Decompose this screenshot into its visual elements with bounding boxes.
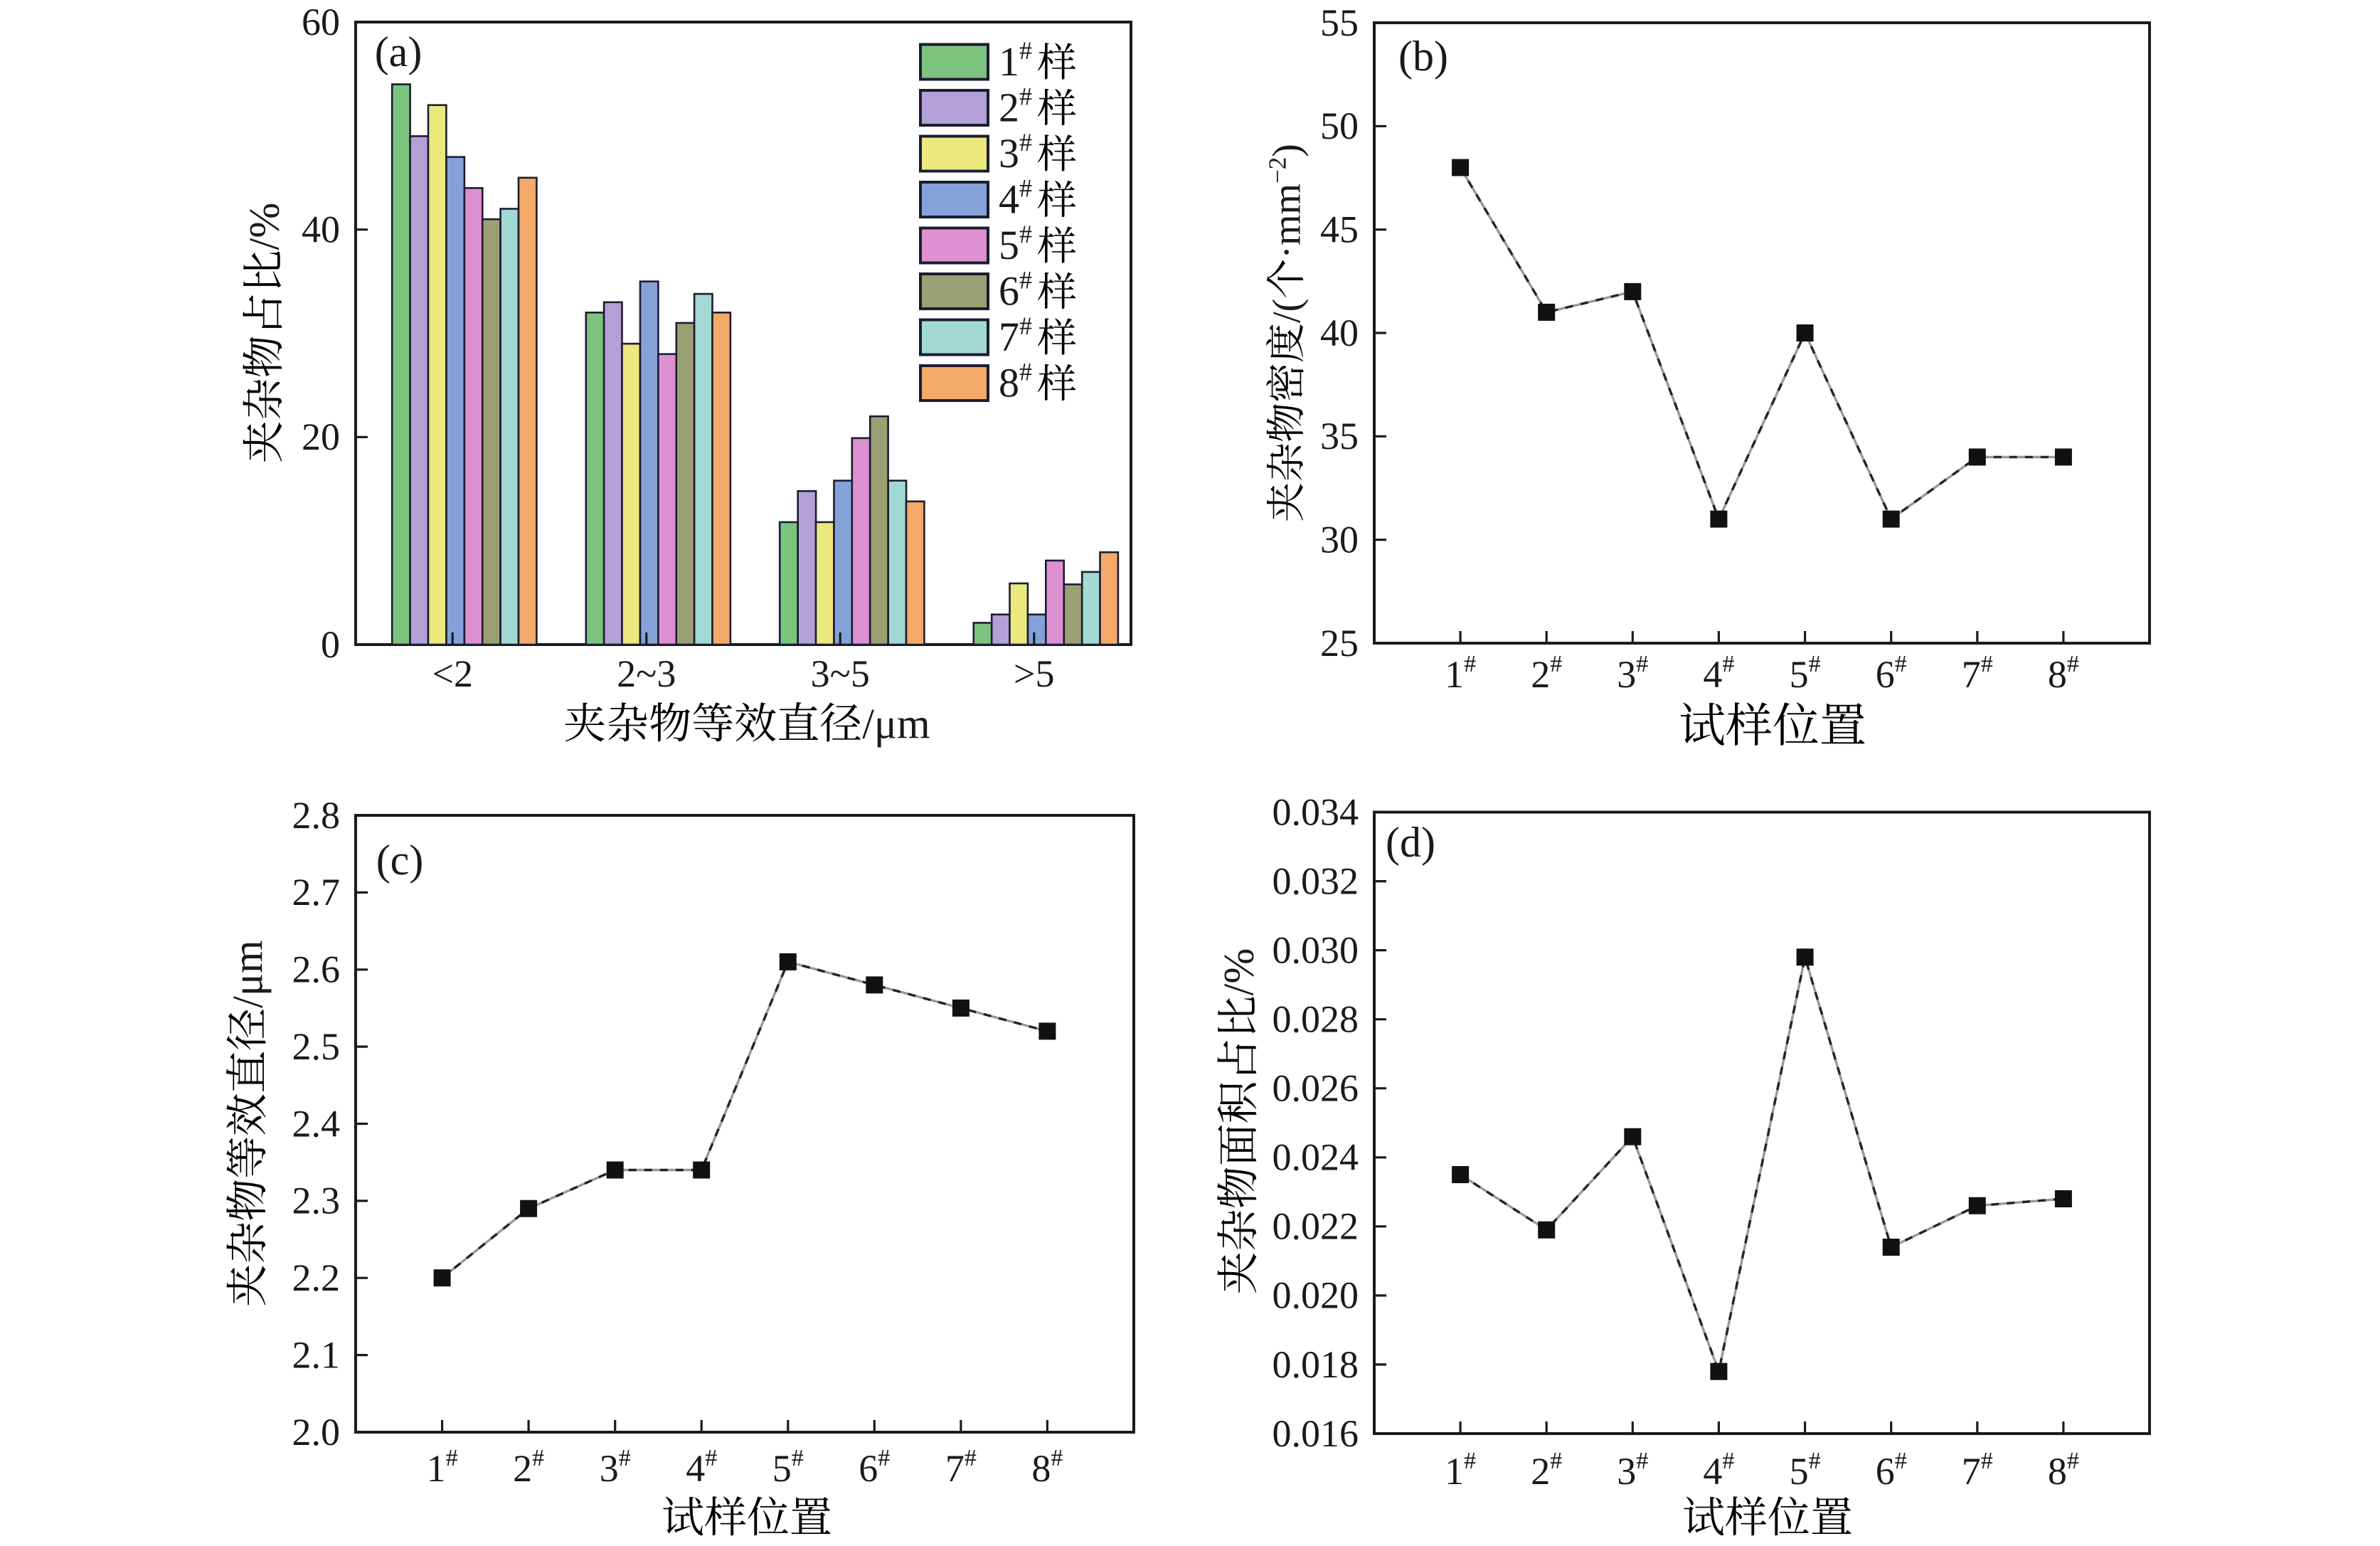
svg-text:(d): (d) [1386, 819, 1435, 866]
svg-text:/(: /( [1265, 299, 1309, 323]
svg-text:/%: /% [1216, 948, 1263, 996]
svg-text:/μm: /μm [862, 701, 930, 748]
svg-text:2.8: 2.8 [292, 794, 341, 837]
svg-text:(b): (b) [1398, 33, 1448, 80]
svg-text:): ) [1265, 144, 1309, 157]
svg-text:0.024: 0.024 [1273, 1136, 1359, 1179]
svg-text:/%: /% [241, 203, 288, 250]
svg-text:(c): (c) [376, 837, 424, 884]
svg-text:2.7: 2.7 [292, 871, 341, 914]
svg-text:0.018: 0.018 [1273, 1343, 1359, 1386]
svg-text:0.034: 0.034 [1273, 790, 1359, 833]
svg-text:5#: 5# [1790, 1448, 1821, 1493]
svg-text:0.026: 0.026 [1273, 1067, 1359, 1110]
svg-text:50: 50 [1320, 105, 1359, 147]
svg-text:(a): (a) [375, 28, 423, 75]
svg-text:0.030: 0.030 [1273, 928, 1359, 971]
svg-text:0.020: 0.020 [1273, 1274, 1359, 1317]
svg-text:·mm: ·mm [1265, 184, 1309, 259]
svg-text:<2: <2 [432, 652, 473, 695]
svg-text:2~3: 2~3 [617, 652, 676, 695]
svg-text:>5: >5 [1014, 652, 1054, 695]
svg-text:25: 25 [1320, 622, 1359, 665]
svg-text:0: 0 [321, 623, 340, 666]
svg-text:2.2: 2.2 [292, 1256, 341, 1299]
svg-text:35: 35 [1320, 415, 1359, 457]
svg-text:4#: 4# [1703, 1448, 1734, 1493]
svg-text:−2: −2 [1264, 157, 1292, 184]
svg-text:2.3: 2.3 [292, 1180, 341, 1222]
svg-text:7#: 7# [945, 1445, 977, 1490]
svg-text:3#: 3# [1617, 651, 1648, 696]
svg-text:20: 20 [302, 415, 340, 458]
svg-text:2.6: 2.6 [292, 948, 341, 991]
svg-text:3~5: 3~5 [811, 652, 870, 695]
svg-text:2.0: 2.0 [292, 1411, 341, 1454]
svg-text:40: 40 [1320, 312, 1359, 354]
svg-text:2.4: 2.4 [292, 1102, 341, 1145]
svg-text:/μm: /μm [225, 940, 272, 1008]
svg-text:2.1: 2.1 [292, 1333, 341, 1376]
svg-text:45: 45 [1320, 208, 1359, 250]
svg-text:3#: 3# [999, 128, 1032, 176]
svg-text:55: 55 [1320, 1, 1359, 44]
svg-text:2.5: 2.5 [292, 1025, 341, 1068]
svg-text:0.022: 0.022 [1273, 1205, 1359, 1248]
svg-text:60: 60 [302, 1, 340, 43]
svg-text:0.028: 0.028 [1273, 997, 1359, 1040]
svg-text:40: 40 [302, 208, 340, 250]
svg-text:0.032: 0.032 [1273, 859, 1359, 902]
svg-text:30: 30 [1320, 518, 1359, 561]
svg-text:0.016: 0.016 [1273, 1412, 1359, 1455]
svg-text:5#: 5# [999, 220, 1032, 268]
